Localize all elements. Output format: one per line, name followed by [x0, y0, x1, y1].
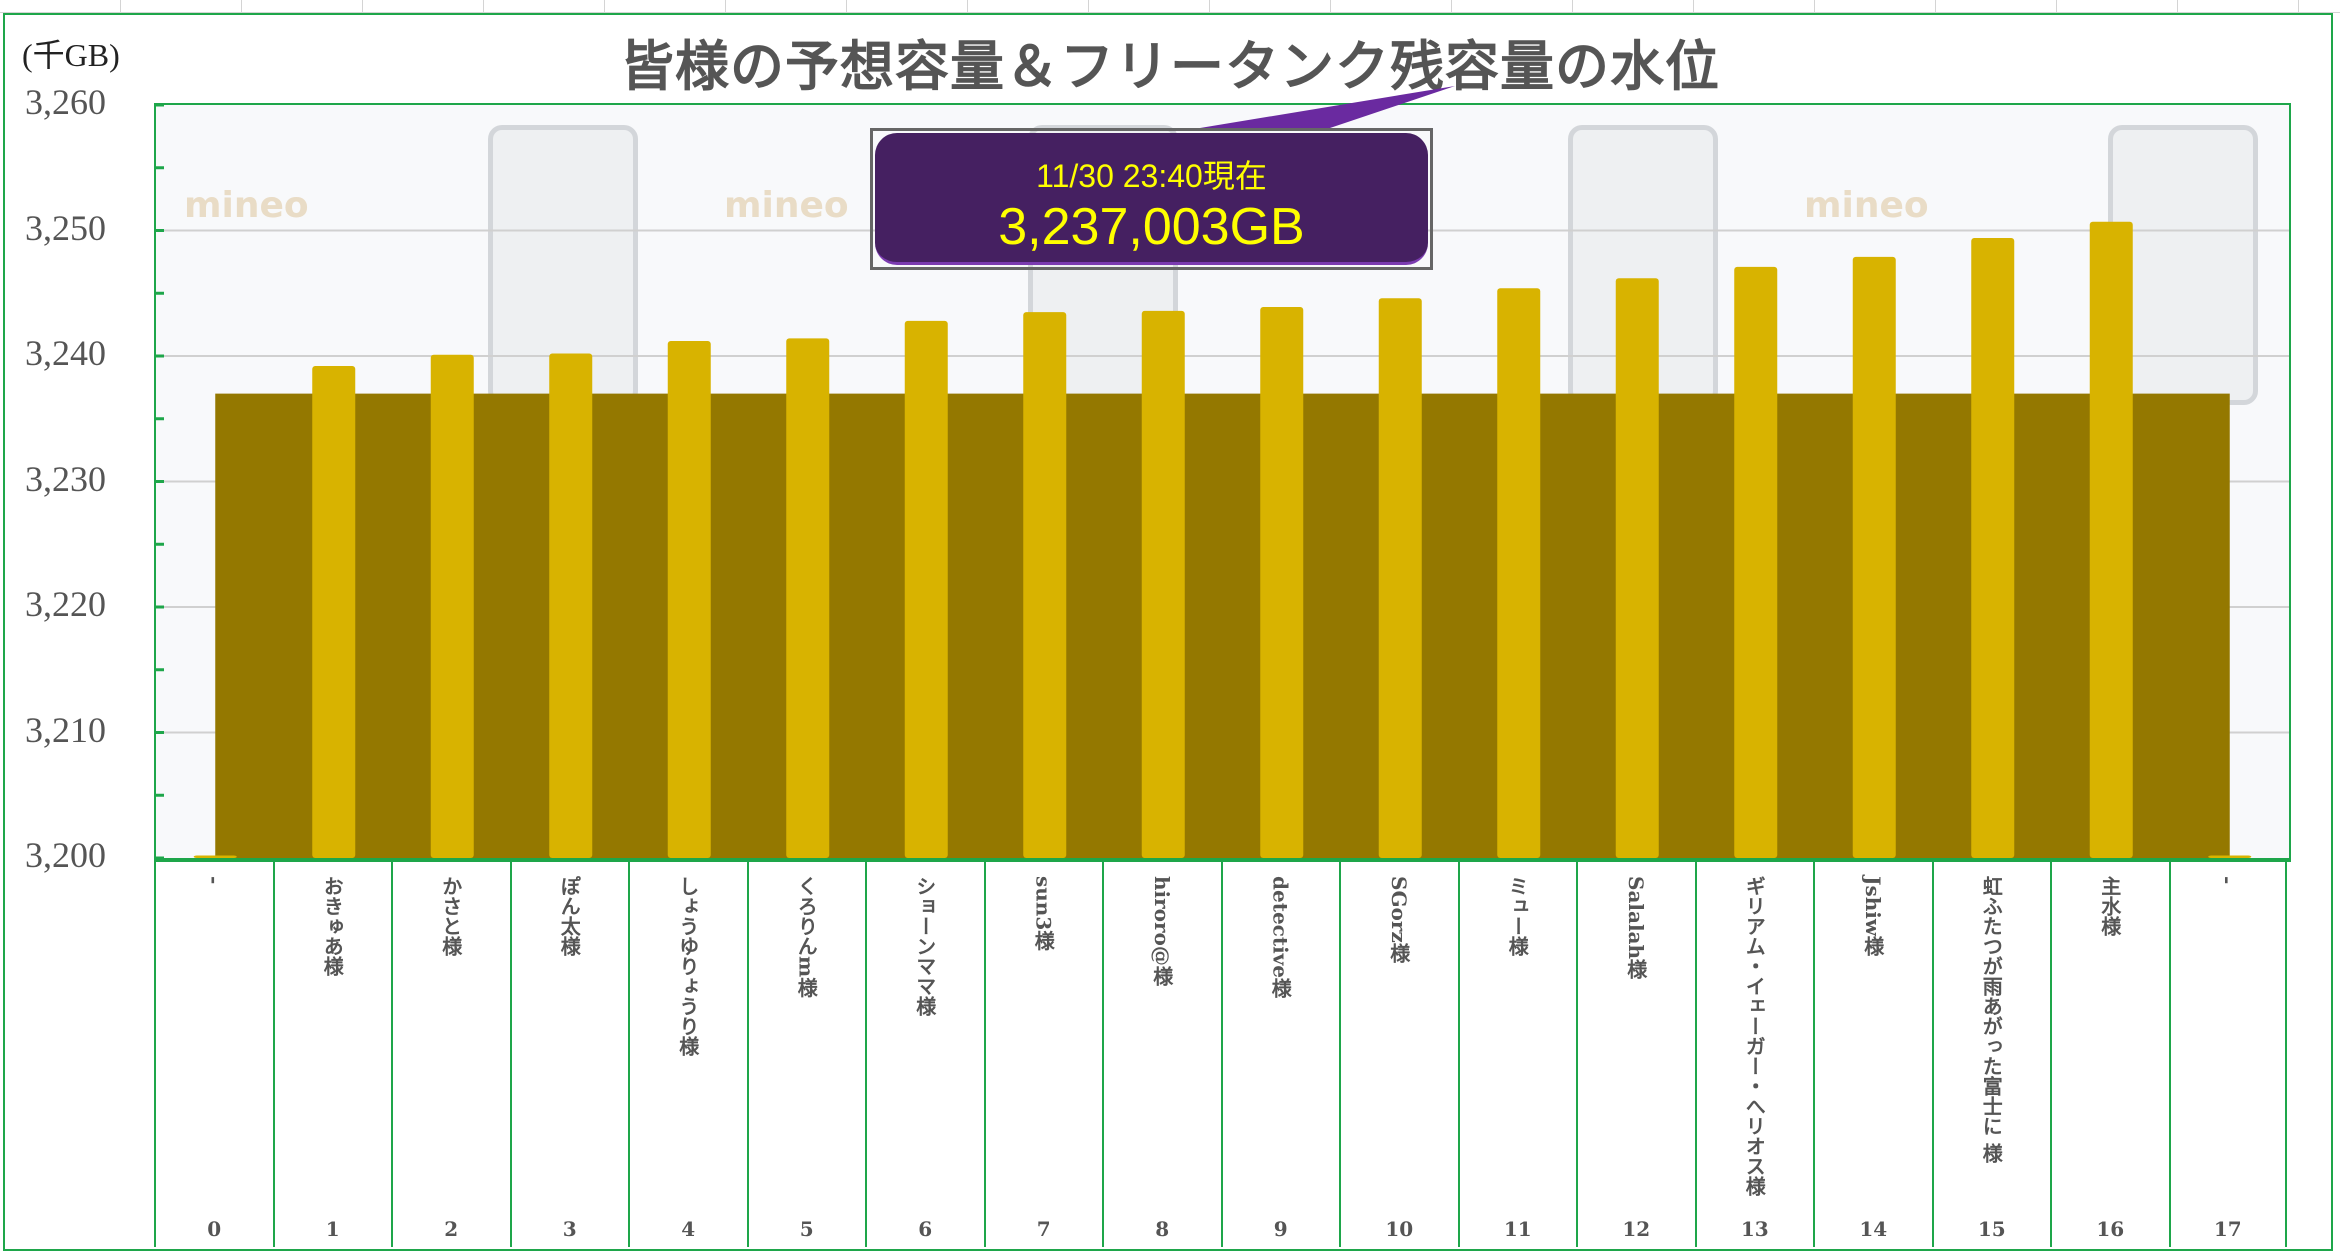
- category-label: ギリアム・イェーガー・へリオス様: [1742, 876, 1767, 1196]
- category-cell: ギリアム・イェーガー・へリオス様 13: [1694, 862, 1814, 1247]
- category-cell: ショーンママ様 6: [865, 862, 984, 1247]
- y-tick-label: 3,200: [25, 835, 106, 875]
- category-cell: hiroro@様 8: [1102, 862, 1221, 1247]
- category-cell: おきゅあ様 1: [272, 862, 392, 1247]
- chart-frame[interactable]: [3, 13, 2333, 1251]
- callout-value: 3,237,003GB: [998, 198, 1305, 256]
- category-cell: しょうゆりょうり様 4: [628, 862, 747, 1247]
- category-number: 15: [1977, 1217, 2006, 1241]
- category-cell: くろりんm様 5: [746, 862, 866, 1247]
- category-cell: かさと様 2: [391, 862, 510, 1247]
- category-cell: -0: [154, 862, 273, 1247]
- category-label: Salalah様: [1623, 876, 1648, 980]
- bar-6[interactable]: [904, 320, 948, 858]
- category-cell: - 17: [2168, 862, 2287, 1247]
- category-number: 16: [2096, 1217, 2125, 1241]
- category-label: ショーンママ様: [912, 876, 937, 1016]
- category-cell: Jshiw様 14: [1813, 862, 1932, 1247]
- category-label: sun3様: [1031, 876, 1056, 951]
- category-number: 8: [1155, 1217, 1170, 1241]
- y-axis-unit-label: (千GB): [22, 37, 120, 73]
- category-label: -: [2215, 876, 2240, 885]
- category-cell: 主水様 16: [2050, 862, 2169, 1247]
- category-cell: 虹ふたつが雨あがった富士に 様 15: [1931, 862, 2051, 1247]
- category-label: 虹ふたつが雨あがった富士に 様: [1979, 876, 2004, 1163]
- bar-1[interactable]: [312, 366, 356, 858]
- category-cell: detective様 9: [1220, 862, 1340, 1247]
- bar-3[interactable]: [549, 353, 593, 858]
- category-label: かさと様: [438, 876, 463, 956]
- category-axis: -0 おきゅあ様 1 かさと様 2 ぽん太様 3 しょうゆりょうり様 4 くろりんm様 5 ショーンマ…: [154, 860, 2291, 1247]
- bar-16[interactable]: [2089, 221, 2133, 858]
- y-tick-label: 3,210: [25, 709, 106, 750]
- mineo-logo-watermark: mineo: [1804, 185, 1929, 226]
- bar-2[interactable]: [430, 354, 474, 858]
- category-number: 1: [325, 1217, 340, 1241]
- category-number: 7: [1036, 1217, 1051, 1241]
- category-number: 2: [444, 1217, 459, 1241]
- category-number: 12: [1622, 1217, 1651, 1241]
- bar-13[interactable]: [1734, 266, 1778, 858]
- category-number: 3: [562, 1217, 577, 1241]
- mineo-logo-watermark: mineo: [724, 185, 849, 226]
- bar-15[interactable]: [1971, 238, 2015, 858]
- bar-9[interactable]: [1260, 307, 1304, 858]
- bar-10[interactable]: [1378, 298, 1422, 858]
- y-tick-label: 3,220: [25, 584, 106, 624]
- category-label: ミュー様: [1505, 876, 1530, 956]
- category-number: 14: [1859, 1217, 1888, 1241]
- category-number: 10: [1385, 1217, 1414, 1241]
- category-number: 17: [2213, 1217, 2242, 1241]
- category-number: 13: [1740, 1217, 1769, 1241]
- bar-7[interactable]: [1023, 312, 1067, 858]
- category-label: -: [202, 876, 227, 885]
- y-tick-label: 3,240: [25, 333, 106, 373]
- category-label: しょうゆりょうり様: [675, 876, 700, 1056]
- category-cell: ぽん太様 3: [509, 862, 629, 1247]
- category-number: 0: [207, 1217, 222, 1241]
- category-number: 4: [681, 1217, 696, 1241]
- bar-12[interactable]: [1615, 278, 1659, 858]
- category-label: hiroro@様: [1149, 876, 1174, 986]
- category-cell: ミュー様 11: [1457, 862, 1577, 1247]
- category-label: くろりんm様: [794, 876, 819, 998]
- category-cell: sun3様 7: [983, 862, 1103, 1247]
- y-tick-label: 3,260: [25, 82, 106, 122]
- category-label: detective様: [1268, 876, 1293, 999]
- callout-timestamp: 11/30 23:40現在: [1036, 158, 1267, 194]
- y-tick-label: 3,230: [25, 458, 106, 499]
- bar-5[interactable]: [786, 338, 830, 858]
- category-label: 主水様: [2097, 876, 2122, 936]
- category-number: 6: [918, 1217, 933, 1241]
- category-label: Jshiw様: [1860, 876, 1885, 957]
- bar-11[interactable]: [1497, 288, 1541, 858]
- category-cell: SGorz様 10: [1339, 862, 1458, 1247]
- free-tank-callout: 11/30 23:40現在 3,237,003GB: [870, 128, 1433, 270]
- category-label: おきゅあ様: [320, 876, 345, 976]
- category-number: 9: [1273, 1217, 1288, 1241]
- category-number: 11: [1503, 1217, 1532, 1241]
- mineo-logo-watermark: mineo: [184, 185, 309, 226]
- bar-17[interactable]: [2208, 855, 2252, 858]
- bar-14[interactable]: [1852, 256, 1896, 858]
- bar-0[interactable]: [193, 855, 237, 858]
- category-number: 5: [799, 1217, 814, 1241]
- phone-illustration: [488, 125, 638, 405]
- chart-title: 皆様の予想容量＆フリータンク残容量の水位: [620, 34, 1720, 98]
- category-label: ぽん太様: [557, 876, 582, 956]
- bar-4[interactable]: [667, 340, 711, 858]
- y-tick-label: 3,250: [25, 207, 106, 248]
- category-cell: Salalah様 12: [1576, 862, 1695, 1247]
- free-tank-level-bar[interactable]: [215, 393, 2230, 858]
- bar-8[interactable]: [1141, 310, 1185, 858]
- spreadsheet-grid: [0, 0, 2340, 13]
- category-label: SGorz様: [1386, 876, 1411, 963]
- bar-chart-svg: [156, 105, 2289, 858]
